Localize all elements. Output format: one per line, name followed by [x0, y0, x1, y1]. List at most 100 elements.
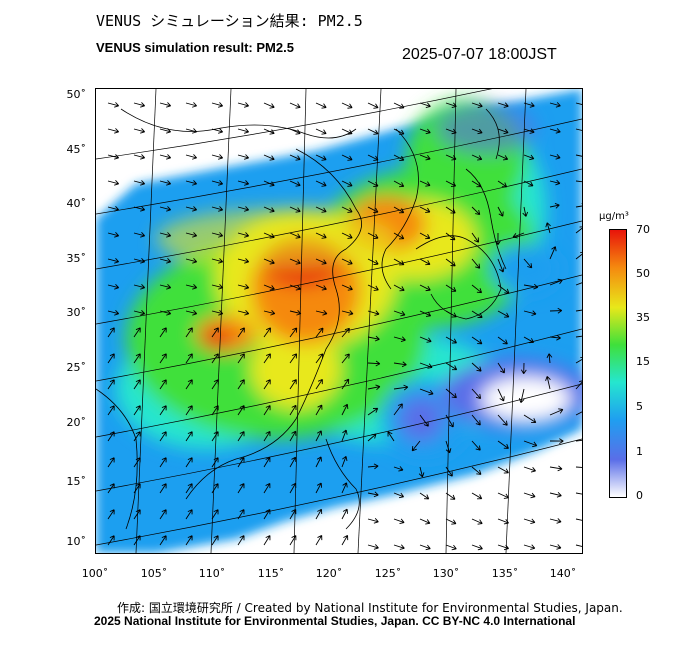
wind-arrow — [159, 258, 172, 264]
wind-arrow — [211, 206, 224, 212]
wind-arrow — [497, 518, 509, 525]
wind-arrow — [471, 492, 483, 500]
wind-arrow — [575, 466, 582, 468]
wind-arrow — [159, 128, 172, 134]
wind-arrow — [445, 284, 457, 292]
wind-arrow — [289, 102, 301, 109]
wind-arrow — [159, 180, 172, 186]
page-title-en: VENUS simulation result: PM2.5 — [96, 40, 294, 55]
wind-arrow — [263, 206, 275, 213]
wind-arrow — [341, 154, 353, 161]
wind-arrow — [315, 535, 323, 546]
wind-arrow — [471, 518, 483, 525]
colorbar-tick-35: 35 — [636, 311, 650, 324]
wind-arrow — [107, 128, 120, 134]
wind-arrow — [263, 483, 271, 494]
wind-arrow — [419, 336, 432, 343]
wind-arrow — [393, 361, 407, 368]
wind-arrow — [289, 508, 297, 520]
wind-arrow — [545, 376, 551, 390]
wind-arrow — [159, 102, 172, 108]
wind-arrow — [289, 258, 301, 265]
wind-arrow — [419, 232, 431, 240]
wind-arrow — [549, 544, 562, 550]
wind-arrow — [211, 483, 219, 494]
wind-arrow — [512, 232, 525, 239]
wind-arrow — [419, 284, 431, 292]
wind-arrow — [185, 309, 198, 316]
wind-arrow — [289, 456, 297, 468]
wind-arrow — [341, 284, 353, 291]
wind-arrow — [445, 544, 457, 551]
wind-arrow — [341, 206, 353, 213]
wind-arrow — [367, 463, 379, 470]
wind-arrow — [367, 232, 379, 240]
wind-arrow — [471, 544, 483, 551]
wind-arrow — [549, 278, 563, 286]
wind-arrow — [367, 258, 379, 266]
wind-arrow — [549, 438, 564, 444]
wind-arrow — [411, 440, 421, 452]
wind-arrow — [211, 309, 224, 316]
wind-arrow — [575, 492, 582, 495]
wind-arrow — [289, 154, 301, 161]
wind-arrow — [523, 440, 538, 448]
wind-arrow — [393, 544, 405, 550]
wind-arrow — [107, 206, 120, 212]
wind-arrow — [575, 282, 582, 286]
wind-arrow — [315, 206, 327, 213]
lon-label-115: 115˚ — [257, 567, 285, 580]
wind-arrow — [341, 403, 349, 416]
wind-arrow — [393, 384, 409, 391]
lat-label-35: 35˚ — [66, 252, 87, 265]
wind-arrow — [367, 154, 379, 161]
lon-label-130: 130˚ — [432, 567, 460, 580]
wind-arrow — [185, 102, 198, 108]
wind-arrow — [315, 378, 323, 390]
wind-arrow — [263, 180, 275, 187]
wind-arrow — [575, 518, 582, 521]
colorbar-tick-0: 0 — [636, 489, 643, 502]
wind-arrow — [289, 180, 301, 187]
wind-arrow — [367, 491, 379, 498]
wind-arrow — [341, 310, 354, 316]
wind-arrow — [445, 518, 457, 525]
wind-arrow — [237, 128, 249, 134]
colorbar-unit: μg/m³ — [599, 211, 629, 222]
wind-arrow — [549, 203, 560, 209]
wind-arrow — [133, 535, 141, 546]
wind-arrow — [445, 206, 456, 214]
wind-arrow — [471, 466, 482, 475]
wind-arrow — [497, 284, 510, 294]
wind-arrow — [445, 128, 457, 135]
wind-arrow — [159, 405, 167, 416]
wind-arrow — [575, 226, 582, 234]
wind-arrow — [159, 509, 167, 520]
wind-arrow — [107, 509, 115, 520]
wind-arrow — [549, 102, 561, 108]
wind-arrow — [575, 309, 582, 312]
wind-arrow — [133, 457, 141, 468]
wind-arrow — [549, 307, 563, 314]
wind-arrow — [445, 232, 456, 241]
wind-arrow — [471, 206, 481, 215]
wind-arrow — [263, 535, 271, 546]
wind-arrow — [575, 411, 582, 416]
wind-arrow — [445, 102, 457, 109]
wind-arrow — [185, 457, 193, 468]
wind-arrow — [315, 327, 324, 338]
wind-arrow — [289, 232, 301, 239]
wind-arrow — [419, 310, 432, 317]
wind-arrow — [445, 388, 457, 399]
wind-arrow — [237, 206, 250, 212]
wind-arrow — [237, 457, 245, 468]
wind-arrow — [341, 353, 350, 364]
lat-label-50: 50˚ — [66, 88, 87, 101]
wind-arrow — [315, 508, 323, 520]
wind-arrow — [211, 327, 219, 338]
wind-arrow — [211, 405, 219, 416]
wind-arrow — [393, 518, 405, 525]
wind-arrow — [471, 362, 482, 372]
wind-arrow — [341, 378, 350, 390]
lon-label-140: 140˚ — [549, 567, 577, 580]
